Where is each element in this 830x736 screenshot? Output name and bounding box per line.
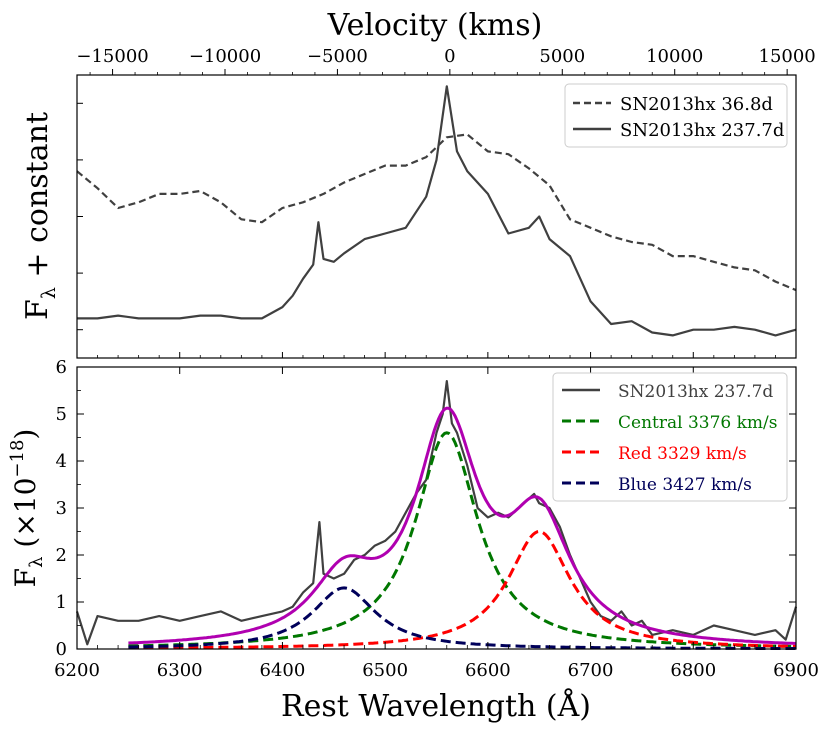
top-axis-tick-label: 10000 [646,46,703,67]
top-axis-tick-label: −15000 [76,46,148,67]
legend-label-red: Red 3329 km/s [618,444,747,464]
x-axis-tick-label: 6600 [465,660,511,681]
top-panel: −15000 −10000 −5000 0 5000 10000 15000 Velocit… [20,8,816,359]
y-axis-tick-label: 4 [56,451,67,472]
bottom-y-label: Fλ (×10−18) [7,429,47,588]
x-axis-tick-label: 6200 [54,660,100,681]
x-axis-tick-label: 6700 [568,660,614,681]
bottom-legend-box [552,372,788,502]
y-axis-tick-label: 2 [56,545,67,566]
fit-total-line [128,406,797,645]
y-axis-tick-label: 5 [56,404,67,425]
series-line-237-7d [77,85,797,337]
legend-label-36d: SN2013hx 36.8d [620,94,773,115]
top-axis-tick-label: 15000 [759,46,816,67]
legend-label-central: Central 3376 km/s [618,413,778,433]
bottom-panel: 6200 6300 6400 6500 6600 6700 6800 69000123456 … [7,357,819,724]
top-axis-tick-label: −5000 [307,46,368,67]
top-axis-tick-label: −10000 [189,46,261,67]
legend-label-observed: SN2013hx 237.7d [618,382,773,402]
y-axis-tick-label: 6 [56,357,67,378]
y-axis-tick-label: 1 [56,592,67,613]
series-line-observed [75,380,798,646]
x-axis-tick-label: 6900 [773,660,819,681]
top-y-label: Fλ + constant [20,112,60,320]
fit-blue-line [128,586,796,650]
top-axis-tick-label: 0 [444,46,455,67]
series-line-36-8d [76,133,797,292]
top-legend: SN2013hx 36.8d SN2013hx 237.7d [564,83,788,148]
x-axis-tick-label: 6400 [260,660,306,681]
top-axis-label: Velocity (kms) [327,8,543,43]
legend-label-blue: Blue 3427 km/s [618,475,752,495]
x-axis-tick-label: 6800 [670,660,716,681]
top-axis-tick-label: 5000 [539,46,585,67]
x-axis-tick-label: 6300 [157,660,203,681]
x-axis-tick-label: 6500 [362,660,408,681]
x-axis-label: Rest Wavelength (Å) [281,688,591,724]
top-legend-box [564,83,788,148]
legend-label-237d: SN2013hx 237.7d [620,120,784,141]
y-axis-tick-label: 3 [56,498,67,519]
y-axis-tick-label: 0 [56,639,67,660]
bottom-legend: SN2013hx 237.7d Central 3376 km/s Red 33… [552,372,788,502]
fit-red-line [128,529,797,650]
